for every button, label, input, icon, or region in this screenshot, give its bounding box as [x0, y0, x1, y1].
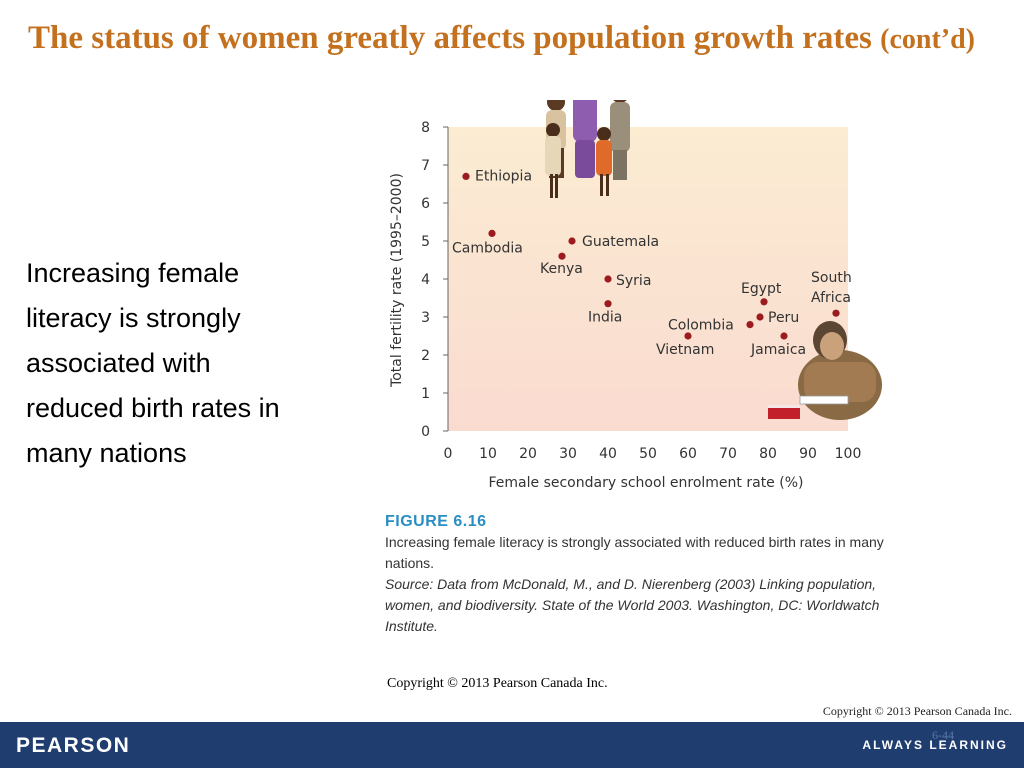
figure-caption-text: Increasing female literacy is strongly a… — [385, 534, 884, 571]
x-tick-label: 20 — [519, 446, 537, 462]
y-tick-label: 5 — [421, 234, 430, 250]
x-tick-label: 90 — [799, 446, 817, 462]
y-tick-label: 6 — [421, 196, 430, 212]
x-axis-ticks: 0 10 20 30 40 50 60 70 80 90 100 — [444, 446, 862, 462]
family-group — [545, 100, 630, 198]
data-point-label: Colombia — [668, 318, 734, 334]
figure-label: FIGURE 6.16 — [385, 513, 487, 530]
y-tick-label: 2 — [421, 348, 430, 364]
slide-number: 6-44 — [932, 728, 954, 742]
data-point-label: Peru — [768, 310, 799, 326]
data-point-marker — [832, 309, 840, 317]
x-tick-label: 30 — [559, 446, 577, 462]
data-point-marker — [462, 172, 470, 180]
tagline: ALWAYS LEARNING — [862, 738, 1008, 752]
y-tick-label: 4 — [421, 272, 430, 288]
x-axis-label: Female secondary school enrolment rate (… — [489, 475, 804, 491]
data-point-label: South Africa — [811, 270, 852, 306]
data-point-marker — [558, 252, 566, 260]
data-point-marker — [684, 332, 692, 340]
data-point-label: India — [588, 310, 622, 326]
y-tick-label: 0 — [421, 424, 430, 440]
reading-girl-illustration — [768, 321, 882, 420]
data-point-marker — [604, 275, 612, 283]
data-point-label: Egypt — [741, 281, 782, 297]
y-tick-label: 3 — [421, 310, 430, 326]
data-point-marker — [780, 332, 788, 340]
data-point-marker — [568, 237, 576, 245]
x-tick-label: 10 — [479, 446, 497, 462]
data-point-label: Cambodia — [452, 240, 523, 256]
data-point-label: Guatemala — [582, 234, 659, 250]
data-point-label: Syria — [616, 273, 651, 289]
fertility-scatter-chart: 0 1 2 3 4 5 6 7 8 0 10 20 30 40 50 60 70 80 90 100 Ethiopi… — [389, 100, 882, 491]
data-point-marker — [488, 229, 496, 237]
slide-title-suffix: (cont’d) — [880, 24, 976, 55]
data-point-label: Ethiopia — [475, 168, 532, 184]
x-tick-label: 100 — [835, 446, 862, 462]
slide-title: The status of women greatly affects popu… — [28, 18, 988, 60]
footer-copyright: Copyright © 2013 Pearson Canada Inc. — [822, 704, 1012, 718]
pearson-logo: PEARSON — [16, 734, 131, 757]
data-point-label: Jamaica — [750, 342, 806, 358]
bullet-text: Increasing female literacy is strongly a… — [26, 258, 280, 468]
y-tick-label: 7 — [421, 158, 430, 174]
figure-caption: FIGURE 6.16 Increasing female literacy i… — [385, 511, 925, 637]
data-point-marker — [746, 321, 754, 329]
y-tick-label: 8 — [421, 120, 430, 136]
slide-title-text: The status of women greatly affects popu… — [28, 20, 872, 56]
x-tick-label: 80 — [759, 446, 777, 462]
plot-background — [448, 127, 848, 431]
x-tick-label: 60 — [679, 446, 697, 462]
y-axis-label: Total fertility rate (1995–2000) — [389, 173, 405, 388]
x-tick-label: 70 — [719, 446, 737, 462]
data-point-marker — [756, 313, 764, 321]
figure-source: Source: Data from McDonald, M., and D. N… — [385, 576, 880, 634]
x-tick-label: 0 — [444, 446, 453, 462]
y-axis-ticks: 0 1 2 3 4 5 6 7 8 — [421, 120, 448, 440]
data-point-marker — [760, 298, 768, 306]
data-point-marker — [604, 300, 612, 308]
figure-copyright: Copyright © 2013 Pearson Canada Inc. — [387, 676, 608, 691]
data-point-label: Kenya — [540, 261, 583, 277]
data-points: Ethiopia Cambodia Guatemala Kenya Syria India… — [452, 168, 852, 358]
x-tick-label: 50 — [639, 446, 657, 462]
x-tick-label: 40 — [599, 446, 617, 462]
data-point-label: Vietnam — [656, 342, 714, 358]
y-tick-label: 1 — [421, 386, 430, 402]
footer-bar: PEARSON 6-44 ALWAYS LEARNING — [0, 722, 1024, 768]
